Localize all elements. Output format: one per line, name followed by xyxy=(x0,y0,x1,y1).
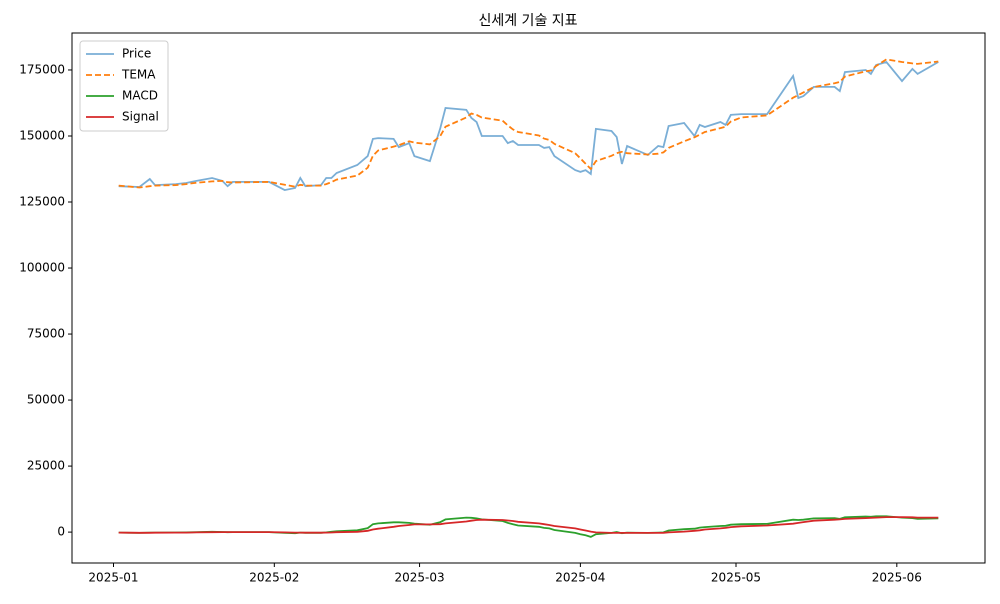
y-tick-label: 50000 xyxy=(27,393,65,407)
legend-label: TEMA xyxy=(121,68,156,82)
legend-label: Price xyxy=(122,47,151,61)
x-tick-label: 2025-06 xyxy=(872,571,922,585)
x-tick-label: 2025-05 xyxy=(711,571,761,585)
x-tick-label: 2025-04 xyxy=(555,571,605,585)
legend: Price TEMA MACD Signal xyxy=(79,40,169,132)
plot-frame xyxy=(71,32,986,564)
y-tick-label: 0 xyxy=(57,525,65,539)
y-tick-label: 150000 xyxy=(19,128,65,142)
legend-label: MACD xyxy=(122,89,158,103)
y-tick-label: 125000 xyxy=(19,195,65,209)
y-tick-label: 75000 xyxy=(27,327,65,341)
line-series xyxy=(118,60,939,192)
x-tick-label: 2025-02 xyxy=(249,571,299,585)
legend-box xyxy=(79,40,169,132)
chart-title: 신세계 기술 지표 xyxy=(478,13,577,29)
line-series xyxy=(118,516,939,534)
legend-label: Signal xyxy=(122,110,159,124)
y-tick-label: 100000 xyxy=(19,261,65,275)
y-tick-label: 25000 xyxy=(27,459,65,473)
x-tick-label: 2025-01 xyxy=(88,571,138,585)
x-tick-label: 2025-03 xyxy=(394,571,444,585)
y-tick-label: 175000 xyxy=(19,62,65,76)
